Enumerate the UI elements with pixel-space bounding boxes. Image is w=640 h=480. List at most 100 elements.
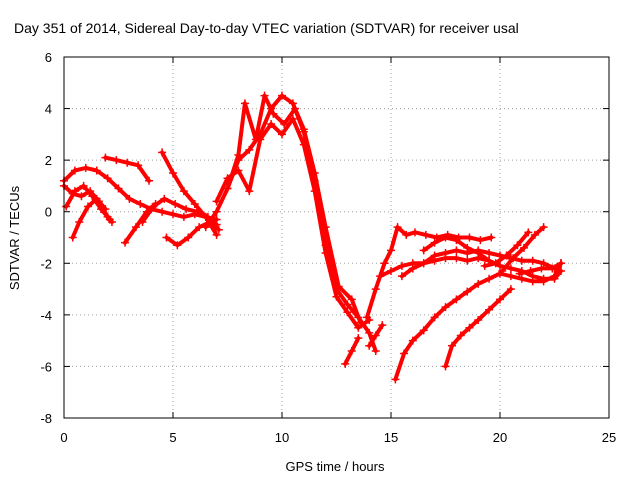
data-point-marker xyxy=(485,305,494,314)
data-point-marker xyxy=(393,223,402,232)
data-point-marker xyxy=(343,300,352,309)
data-point-marker xyxy=(421,230,430,239)
data-point-marker xyxy=(68,233,77,242)
data-point-marker xyxy=(105,215,114,224)
x-tick-label: 0 xyxy=(60,430,67,445)
data-point-marker xyxy=(452,295,461,304)
data-point-marker xyxy=(162,233,171,242)
data-point-marker xyxy=(530,230,539,239)
series-line-s4 xyxy=(70,196,108,240)
data-point-marker xyxy=(526,267,535,276)
data-point-marker xyxy=(371,331,380,340)
data-point-marker xyxy=(408,336,417,345)
data-point-marker xyxy=(92,194,101,203)
x-tick-label: 25 xyxy=(602,430,616,445)
data-point-marker xyxy=(136,199,145,208)
data-point-marker xyxy=(134,161,143,170)
plot-frame xyxy=(63,56,610,419)
x-tick-label: 20 xyxy=(493,430,507,445)
data-point-marker xyxy=(212,230,221,239)
y-tick-label: -4 xyxy=(40,308,52,323)
data-point-marker xyxy=(321,223,330,232)
data-point-marker xyxy=(480,261,489,270)
data-point-marker xyxy=(397,272,406,281)
data-point-marker xyxy=(419,326,428,335)
data-point-marker xyxy=(92,166,101,175)
data-point-marker xyxy=(354,323,363,332)
chart-title: Day 351 of 2014, Sidereal Day-to-day VTE… xyxy=(14,20,519,36)
x-tick-label: 5 xyxy=(169,430,176,445)
data-point-marker xyxy=(145,176,154,185)
data-point-marker xyxy=(441,233,450,242)
series-layer xyxy=(60,91,566,384)
series-line-s17 xyxy=(399,248,563,279)
y-tick-label: -6 xyxy=(40,359,52,374)
data-point-marker xyxy=(131,223,140,232)
data-point-marker xyxy=(260,91,269,100)
data-point-marker xyxy=(88,192,97,201)
data-point-marker xyxy=(347,346,356,355)
data-point-marker xyxy=(171,199,180,208)
data-point-marker xyxy=(112,156,121,165)
data-point-marker xyxy=(240,99,249,108)
data-point-marker xyxy=(506,264,515,273)
data-point-marker xyxy=(441,248,450,257)
data-point-marker xyxy=(476,236,485,245)
data-point-marker xyxy=(169,210,177,219)
data-point-marker xyxy=(408,264,417,273)
data-point-marker xyxy=(506,285,515,294)
data-point-marker xyxy=(121,238,130,247)
y-tick-label: -8 xyxy=(40,411,52,426)
data-point-marker xyxy=(77,192,86,201)
data-point-marker xyxy=(441,362,450,371)
data-point-marker xyxy=(201,223,210,232)
data-point-marker xyxy=(334,282,343,291)
data-point-marker xyxy=(299,125,308,134)
data-point-marker xyxy=(214,225,223,234)
data-point-marker xyxy=(190,199,199,208)
x-axis-label: GPS time / hours xyxy=(286,459,385,474)
data-point-marker xyxy=(528,256,537,265)
data-point-marker xyxy=(465,233,474,242)
data-point-marker xyxy=(184,233,193,242)
data-point-marker xyxy=(448,341,457,350)
y-axis-label: SDTVAR / TECUs xyxy=(7,185,22,290)
data-point-marker xyxy=(441,303,450,312)
data-point-marker xyxy=(513,241,522,250)
data-point-marker xyxy=(463,287,472,296)
data-point-marker xyxy=(539,259,548,268)
data-point-marker xyxy=(365,328,374,337)
data-point-marker xyxy=(83,202,92,211)
y-tick-label: 0 xyxy=(45,205,52,220)
data-point-marker xyxy=(378,321,387,330)
data-point-marker xyxy=(343,308,352,317)
data-point-marker xyxy=(517,274,526,283)
data-point-marker xyxy=(179,187,188,196)
data-point-marker xyxy=(332,292,341,301)
data-point-marker xyxy=(410,228,419,237)
data-point-marker xyxy=(452,246,461,255)
data-point-marker xyxy=(278,130,286,139)
data-point-marker xyxy=(234,150,243,159)
data-point-marker xyxy=(491,259,500,268)
y-tick-label: -2 xyxy=(40,256,52,271)
data-point-marker xyxy=(463,256,472,265)
data-point-marker xyxy=(363,313,372,322)
data-point-marker xyxy=(496,261,504,270)
data-point-marker xyxy=(70,166,79,175)
data-point-marker xyxy=(402,230,411,239)
data-point-marker xyxy=(391,375,400,384)
data-point-marker xyxy=(114,184,123,193)
series-line-s12 xyxy=(225,93,363,325)
data-point-marker xyxy=(452,254,461,263)
data-point-marker xyxy=(212,197,221,206)
data-point-marker xyxy=(380,259,389,268)
grid-layer xyxy=(64,57,609,418)
data-point-marker xyxy=(101,205,110,214)
data-point-marker xyxy=(557,259,566,268)
data-point-marker xyxy=(81,163,90,172)
data-point-marker xyxy=(430,238,439,247)
data-point-marker xyxy=(539,277,548,286)
data-point-marker xyxy=(354,334,363,343)
